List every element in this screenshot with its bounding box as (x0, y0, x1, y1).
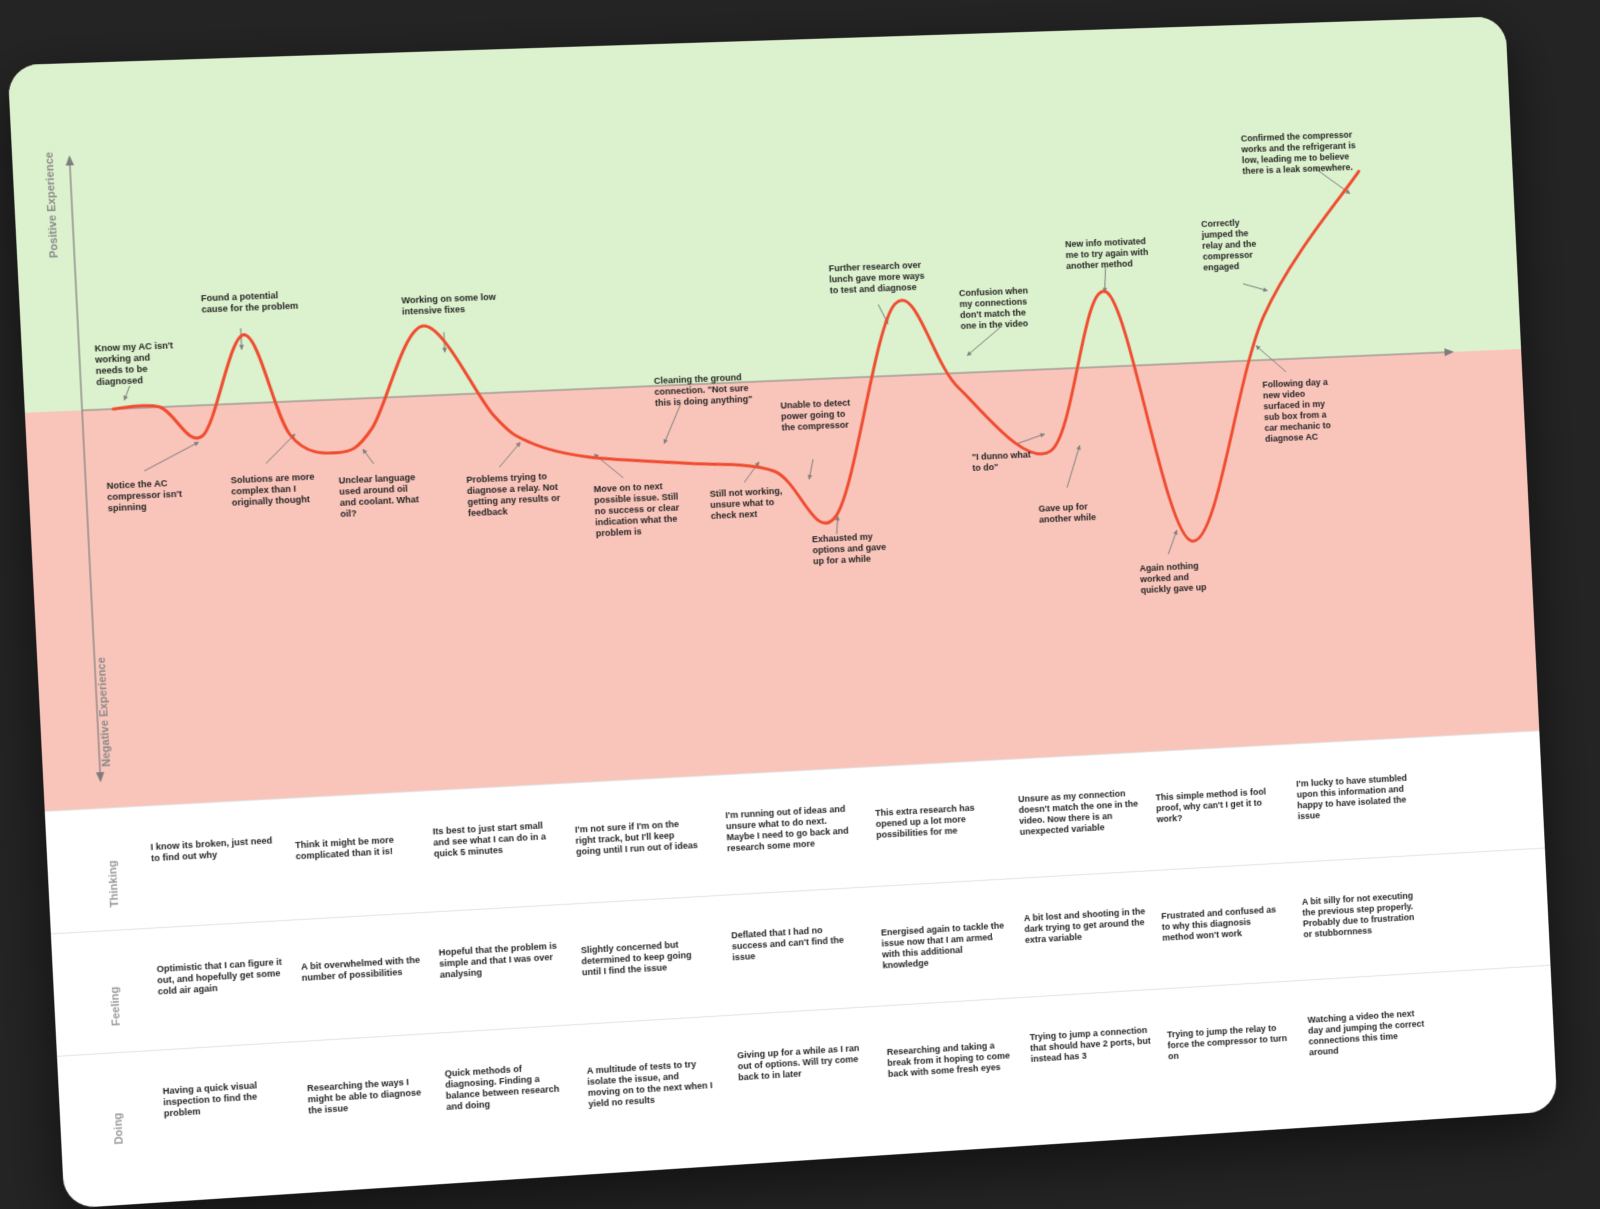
table-cell: Energised again to tackle the issue now … (880, 920, 1005, 971)
table-cell: I know its broken, just need to find out… (150, 835, 273, 864)
table-cell: Deflated that I had no success and can't… (731, 925, 844, 963)
annotation-label: Cleaning the ground connection. "Not sur… (653, 372, 753, 409)
journey-map-board: Positive Experience Negative Experience … (7, 16, 1558, 1209)
table-cell: A bit silly for not executing the previo… (1301, 890, 1415, 940)
positive-zone (7, 16, 1522, 413)
annotation-label: Further research over lunch gave more wa… (828, 259, 925, 296)
annotation-label: Move on to next possible issue. Still no… (593, 481, 680, 539)
negative-zone (24, 349, 1540, 811)
annotation-label: Problems trying to diagnose a relay. Not… (466, 471, 561, 519)
annotation-label: Working on some low intensive fixes (401, 291, 497, 317)
annotation-arrowhead (807, 474, 813, 480)
table-cell: Quick methods of diagnosing. Finding a b… (444, 1063, 560, 1112)
journey-chart (7, 16, 1540, 811)
table-cell: I'm not sure if I'm on the right track, … (574, 818, 699, 857)
table-cell: This extra research has opened up a lot … (874, 802, 975, 840)
table-cell: I'm running out of ideas and unsure what… (725, 803, 849, 854)
journey-table: Thinking I know its broken, just need to … (44, 725, 1557, 1208)
annotation-label: Again nothing worked and quickly gave up (1139, 560, 1207, 596)
table-cell: A multitude of tests to try isolate the … (586, 1059, 713, 1110)
annotation-label: Found a potential cause for the problem (200, 290, 299, 315)
table-cell: Unsure as my connection doesn't match th… (1017, 788, 1139, 837)
table-cell: Giving up for a while as I ran out of op… (736, 1042, 860, 1083)
journey-map-card: Positive Experience Negative Experience … (7, 16, 1558, 1209)
annotation-label: "I dunno what to do" (971, 449, 1031, 473)
annotation-label: Know my AC isn't working and needs to be… (94, 340, 174, 388)
annotation-label: Solutions are more complex than I origin… (230, 471, 315, 508)
annotation-label: Gave up for another while (1038, 501, 1097, 525)
table-cell: Having a quick visual inspection to find… (162, 1080, 258, 1119)
annotation-arrowhead (663, 438, 669, 444)
table-cell: Slightly concerned but determined to kee… (580, 939, 692, 978)
row-label: Feeling (108, 986, 124, 1027)
annotation-label: Exhausted my options and gave up for a w… (811, 531, 887, 567)
annotation-label: Correctly jumped the relay and the compr… (1200, 217, 1257, 273)
annotation-label: Notice the AC compressor isn't spinning (106, 478, 183, 514)
table-cell: Think it might be more complicated than … (294, 834, 395, 862)
table-cell: A bit overwhelmed with the number of pos… (300, 954, 421, 983)
table-cell: Watching a video the next day and jumpin… (1307, 1008, 1425, 1058)
table-cell: Optimistic that I can figure it out, and… (156, 956, 283, 997)
table-cell: Researching and taking a break from it h… (886, 1040, 1011, 1080)
annotation-label: Still not working, unsure what to check … (709, 485, 783, 522)
annotation-label: Unable to detect power going to the comp… (780, 397, 851, 433)
table-cell: Its best to just start small and see wha… (432, 820, 547, 859)
annotation-arrowhead (835, 516, 841, 522)
annotation-label: New info motivated me to try again with … (1064, 236, 1149, 272)
row-label: Thinking (106, 860, 122, 908)
table-cell: Frustrated and confused as to why this d… (1161, 904, 1277, 943)
table-cell: Hopeful that the problem is simple and t… (438, 940, 558, 980)
table-cell: This simple method is fool proof, why ca… (1155, 786, 1267, 825)
table-cell: A bit lost and shooting in the dark tryi… (1023, 906, 1146, 946)
table-cell: Trying to jump a connection that should … (1029, 1025, 1151, 1065)
row-label: Doing (111, 1112, 126, 1145)
annotation-label: Following day a new video surfaced in my… (1262, 376, 1332, 444)
annotation-label: Confirmed the compressor works and the r… (1240, 129, 1356, 177)
table-cell: I'm lucky to have stumbled upon this inf… (1295, 772, 1408, 822)
annotation-label: Unclear language used around oil and coo… (338, 472, 420, 520)
table-cell: Researching the ways I might be able to … (306, 1076, 422, 1116)
table-cell: Trying to jump the relay to force the co… (1166, 1022, 1288, 1062)
annotation-label: Confusion when my connections don't matc… (958, 285, 1029, 332)
